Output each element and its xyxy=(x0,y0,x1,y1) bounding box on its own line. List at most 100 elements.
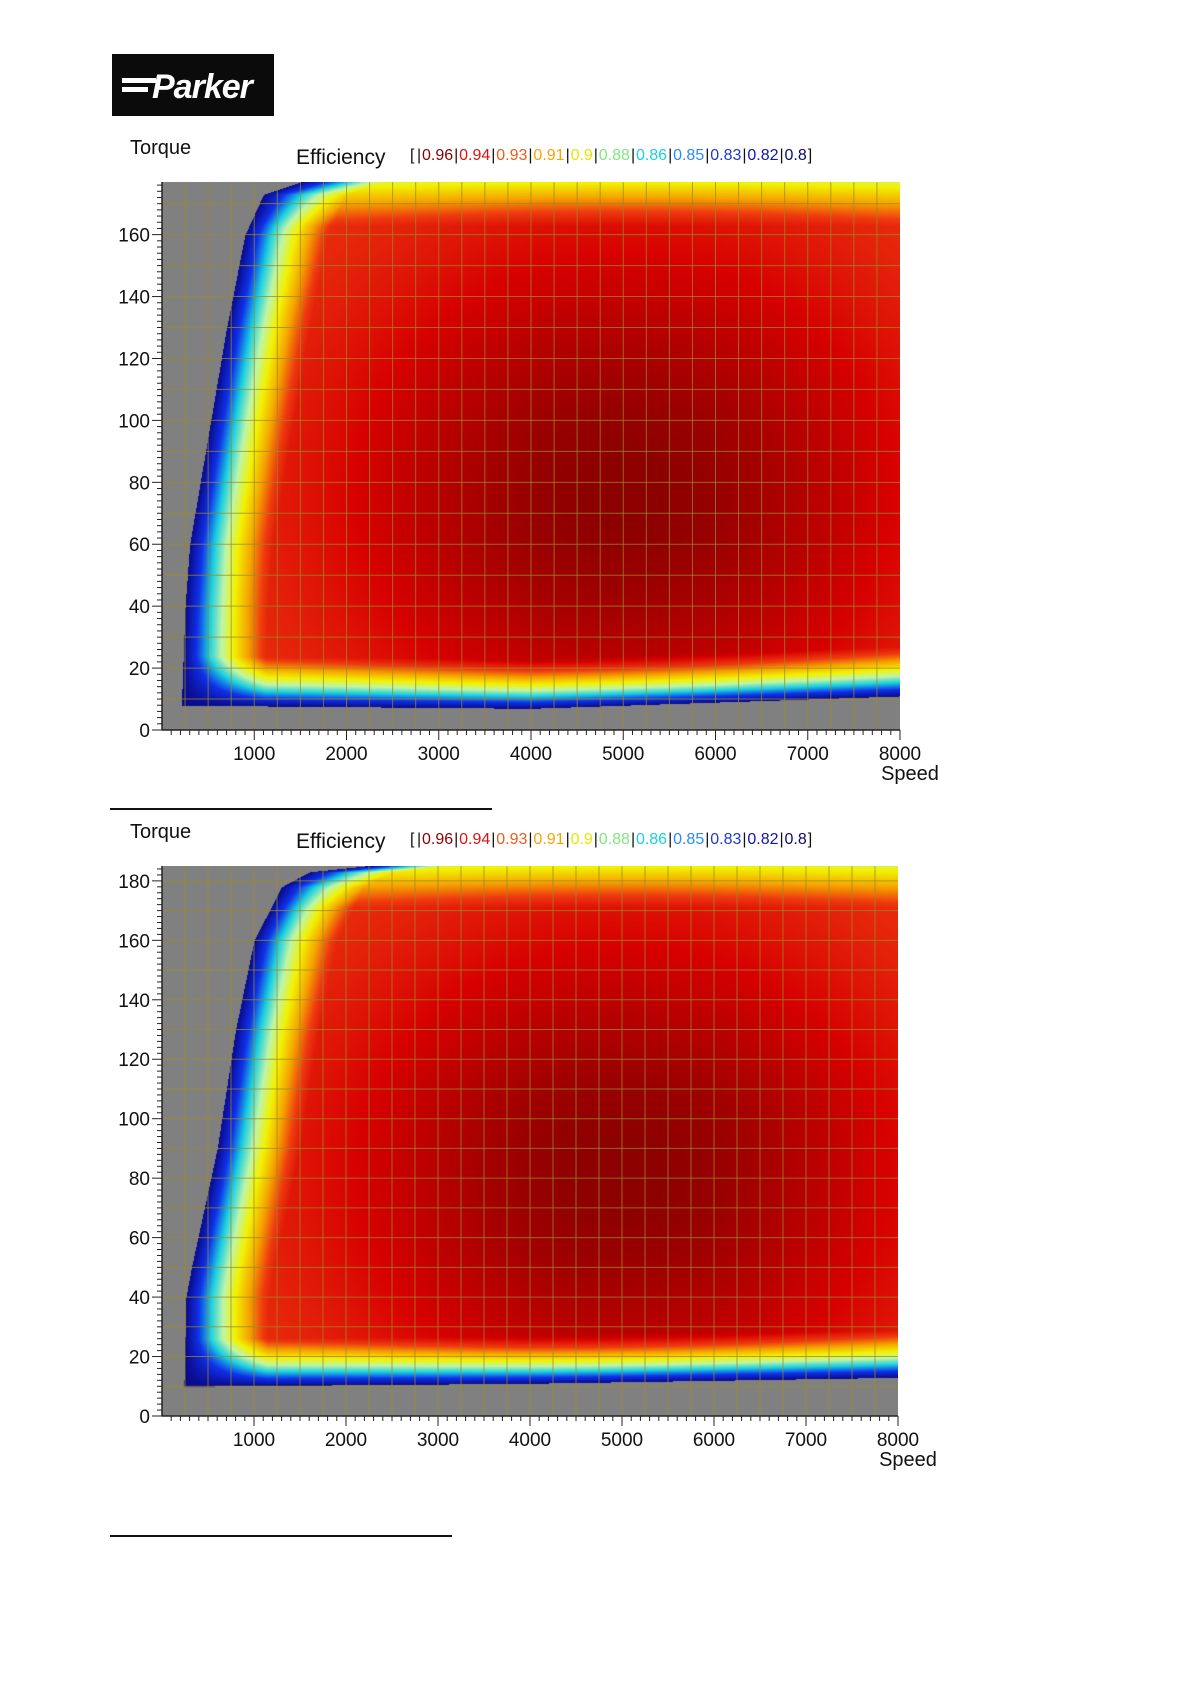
legend-separator: | xyxy=(417,147,421,164)
x-axis-title: Speed xyxy=(881,763,939,785)
y-tick-label: 160 xyxy=(118,226,150,247)
x-tick-label: 3000 xyxy=(417,1430,459,1451)
legend-separator: | xyxy=(454,147,458,164)
y-tick-label: 60 xyxy=(129,1229,150,1250)
legend-title: Efficiency xyxy=(296,830,386,853)
y-tick-label: 120 xyxy=(118,1050,150,1071)
efficiency-map-svg-2: 0 20 40 60 80 100 120 140 160 180 1000 2000 3000 4000… xyxy=(118,821,937,1471)
y-tick-label: 180 xyxy=(118,872,150,893)
legend-separator: | xyxy=(528,147,532,164)
legend-bracket: [ xyxy=(410,147,415,164)
svg-text:Parker: Parker xyxy=(152,68,255,106)
legend-separator: | xyxy=(594,147,598,164)
legend-bracket-close: ] xyxy=(808,831,812,848)
grid xyxy=(162,182,900,730)
legend-separator: | xyxy=(417,831,421,848)
y-tick-label: 100 xyxy=(118,1110,150,1131)
y-tick-label: 0 xyxy=(139,721,150,742)
legend-entry-0.82: 0.82 xyxy=(747,147,778,164)
x-tick-label: 2000 xyxy=(325,744,367,765)
y-tick-label: 0 xyxy=(139,1407,150,1428)
legend-entry-0.8: 0.8 xyxy=(785,831,807,848)
legend-bracket: [ xyxy=(410,831,415,848)
legend-entry-0.86: 0.86 xyxy=(636,831,667,848)
legend-separator: | xyxy=(594,831,598,848)
parker-logo-graphic: Parker xyxy=(112,54,274,116)
x-tick-label: 4000 xyxy=(509,1430,551,1451)
x-tick-label: 5000 xyxy=(602,744,644,765)
parker-logo: Parker xyxy=(112,54,274,116)
legend-entry-0.88: 0.88 xyxy=(599,831,630,848)
legend-separator: | xyxy=(566,147,570,164)
y-tick-label: 40 xyxy=(129,1288,150,1309)
efficiency-map-svg-1: 0 20 40 60 80 100 120 140 160 1000 2000 3000 4000 500… xyxy=(118,137,939,785)
legend-entry-0.85: 0.85 xyxy=(673,831,704,848)
efficiency-map-chart-2: 0 20 40 60 80 100 120 140 160 180 1000 2000 3000 4000… xyxy=(0,816,1191,1476)
legend-entry-0.93: 0.93 xyxy=(496,831,527,848)
y-tick-label: 20 xyxy=(129,659,150,680)
legend-separator: | xyxy=(528,831,532,848)
legend-separator: | xyxy=(631,831,635,848)
y-tick-label: 20 xyxy=(129,1348,150,1369)
legend-entry-0.83: 0.83 xyxy=(710,147,741,164)
legend-title: Efficiency xyxy=(296,146,386,169)
legend-entry-0.88: 0.88 xyxy=(599,147,630,164)
y-tick-label: 80 xyxy=(129,1169,150,1190)
legend-separator: | xyxy=(668,831,672,848)
legend-separator: | xyxy=(566,831,570,848)
y-tick-label: 40 xyxy=(129,597,150,618)
legend-bracket-close: ] xyxy=(808,147,812,164)
y-axis-title: Torque xyxy=(130,821,191,843)
legend-separator: | xyxy=(491,147,495,164)
legend-entry-0.9: 0.9 xyxy=(571,147,593,164)
legend-separator: | xyxy=(742,147,746,164)
legend-separator: | xyxy=(705,147,709,164)
x-tick-label: 5000 xyxy=(601,1430,643,1451)
x-tick-label: 8000 xyxy=(879,744,921,765)
legend-entry-0.85: 0.85 xyxy=(673,147,704,164)
y-tick-label: 80 xyxy=(129,473,150,494)
footnote-rule xyxy=(110,1535,452,1537)
legend-separator: | xyxy=(705,831,709,848)
separator-line xyxy=(110,808,492,810)
x-tick-label: 6000 xyxy=(694,744,736,765)
legend-separator: | xyxy=(742,831,746,848)
x-tick-label: 8000 xyxy=(877,1430,919,1451)
y-tick-label: 60 xyxy=(129,535,150,556)
legend-entry-0.96: 0.96 xyxy=(422,831,453,848)
x-tick-label: 1000 xyxy=(233,744,275,765)
efficiency-legend: Efficiency[| 0.96 | 0.94 | 0.93 | 0.91 | 0.9 | 0.88… xyxy=(296,830,812,853)
x-tick-label: 7000 xyxy=(787,744,829,765)
legend-entry-0.8: 0.8 xyxy=(785,147,807,164)
legend-separator: | xyxy=(668,147,672,164)
efficiency-map-chart-1: 0 20 40 60 80 100 120 140 160 1000 2000 3000 4000 500… xyxy=(0,130,1191,790)
legend-separator: | xyxy=(780,147,784,164)
legend-entry-0.96: 0.96 xyxy=(422,147,453,164)
x-tick-label: 6000 xyxy=(693,1430,735,1451)
y-tick-label: 120 xyxy=(118,349,150,370)
legend-entry-0.83: 0.83 xyxy=(710,831,741,848)
grid xyxy=(162,866,898,1416)
legend-separator: | xyxy=(454,831,458,848)
legend-separator: | xyxy=(780,831,784,848)
x-tick-label: 2000 xyxy=(325,1430,367,1451)
legend-entry-0.91: 0.91 xyxy=(533,831,564,848)
y-tick-label: 140 xyxy=(118,288,150,309)
legend-separator: | xyxy=(631,147,635,164)
legend-entry-0.9: 0.9 xyxy=(571,831,593,848)
legend-entry-0.94: 0.94 xyxy=(459,147,490,164)
y-tick-label: 140 xyxy=(118,991,150,1012)
x-tick-label: 7000 xyxy=(785,1430,827,1451)
y-tick-label: 100 xyxy=(118,411,150,432)
legend-entry-0.82: 0.82 xyxy=(747,831,778,848)
legend-entry-0.93: 0.93 xyxy=(496,147,527,164)
efficiency-legend: Efficiency[| 0.96 | 0.94 | 0.93 | 0.91 | 0.9 | 0.88… xyxy=(296,146,812,169)
x-tick-label: 4000 xyxy=(510,744,552,765)
x-tick-label: 3000 xyxy=(418,744,460,765)
legend-separator: | xyxy=(491,831,495,848)
x-axis-title: Speed xyxy=(879,1449,937,1471)
legend-entry-0.94: 0.94 xyxy=(459,831,490,848)
y-axis-title: Torque xyxy=(130,137,191,159)
y-tick-label: 160 xyxy=(118,931,150,952)
